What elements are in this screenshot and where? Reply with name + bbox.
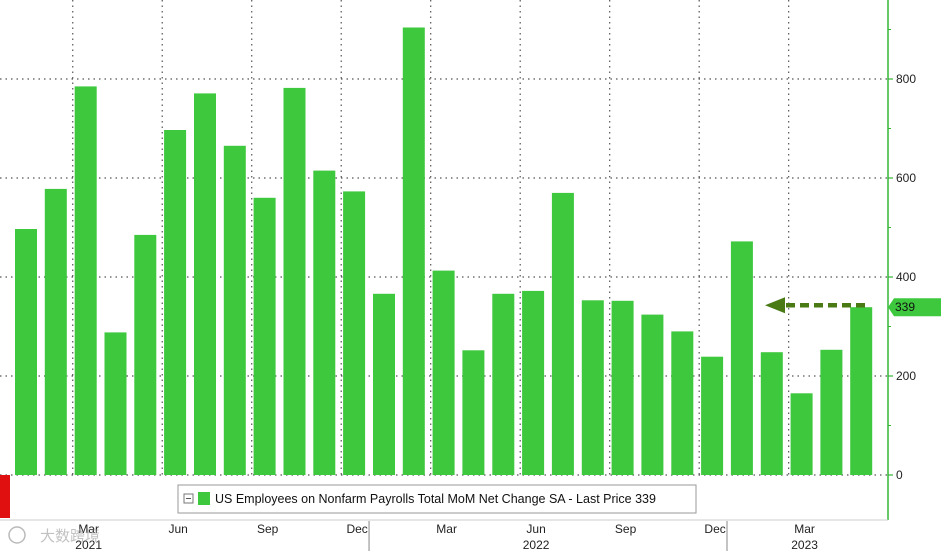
legend[interactable]: US Employees on Nonfarm Payrolls Total M… — [177, 484, 697, 514]
last-price-arrow-head — [765, 297, 785, 314]
bar[interactable] — [492, 293, 515, 475]
last-price-tag — [888, 298, 941, 317]
x-tick-label: Dec — [704, 522, 725, 536]
bar[interactable] — [850, 307, 873, 475]
bar[interactable] — [730, 241, 753, 475]
gridlines — [0, 0, 888, 476]
x-tick-label: Jun — [526, 522, 545, 536]
y-tick-label: 400 — [896, 270, 916, 284]
bar[interactable] — [373, 293, 395, 475]
bar[interactable] — [671, 331, 694, 475]
bar[interactable] — [15, 229, 37, 475]
bar[interactable] — [164, 130, 187, 475]
watermark-logo-icon — [8, 526, 26, 544]
bar[interactable] — [462, 350, 485, 475]
bar[interactable] — [522, 290, 545, 475]
x-tick-label: Mar — [78, 522, 99, 536]
x-tick-label: Mar — [436, 522, 457, 536]
bar[interactable] — [343, 191, 366, 475]
bars — [15, 27, 873, 476]
watermark: 大数跨境 — [8, 526, 100, 545]
y-tick-label: 600 — [896, 171, 916, 185]
watermark-text: 大数跨境 — [40, 527, 100, 545]
legend-swatch — [198, 492, 210, 505]
bar[interactable] — [44, 188, 67, 475]
x-year-label: 2022 — [523, 538, 550, 551]
last-price-arrow — [765, 297, 865, 314]
bar[interactable] — [223, 145, 246, 476]
bar[interactable] — [701, 356, 724, 475]
bar[interactable] — [611, 300, 634, 475]
x-year-label: 2023 — [791, 538, 818, 551]
last-price-label: 339 — [895, 300, 915, 314]
x-tick-label: Dec — [346, 522, 367, 536]
x-tick-label: Jun — [168, 522, 187, 536]
bar[interactable] — [253, 197, 276, 476]
y-tick-label: 0 — [896, 468, 903, 482]
x-tick-label: Mar — [794, 522, 815, 536]
bar[interactable] — [760, 352, 783, 475]
bar[interactable] — [104, 332, 127, 475]
bar[interactable] — [432, 270, 455, 475]
y-tick-label: 200 — [896, 369, 916, 383]
legend-box — [177, 484, 697, 514]
bar[interactable] — [313, 170, 336, 475]
bar[interactable] — [194, 93, 216, 476]
left-edge-marker — [0, 475, 10, 518]
bar[interactable] — [790, 393, 813, 475]
bar[interactable] — [134, 234, 157, 475]
x-tick-label: Sep — [257, 522, 279, 536]
bar[interactable] — [820, 349, 843, 475]
x-year-label: 2021 — [75, 538, 102, 551]
bar[interactable] — [74, 86, 97, 476]
x-tick-label: Sep — [615, 522, 637, 536]
bar[interactable] — [551, 192, 574, 475]
bar[interactable] — [283, 87, 306, 476]
y-tick-label: 800 — [896, 72, 916, 86]
bar[interactable] — [402, 27, 425, 476]
bar[interactable] — [581, 300, 604, 475]
legend-label: US Employees on Nonfarm Payrolls Total M… — [215, 492, 656, 506]
bar[interactable] — [641, 314, 664, 475]
